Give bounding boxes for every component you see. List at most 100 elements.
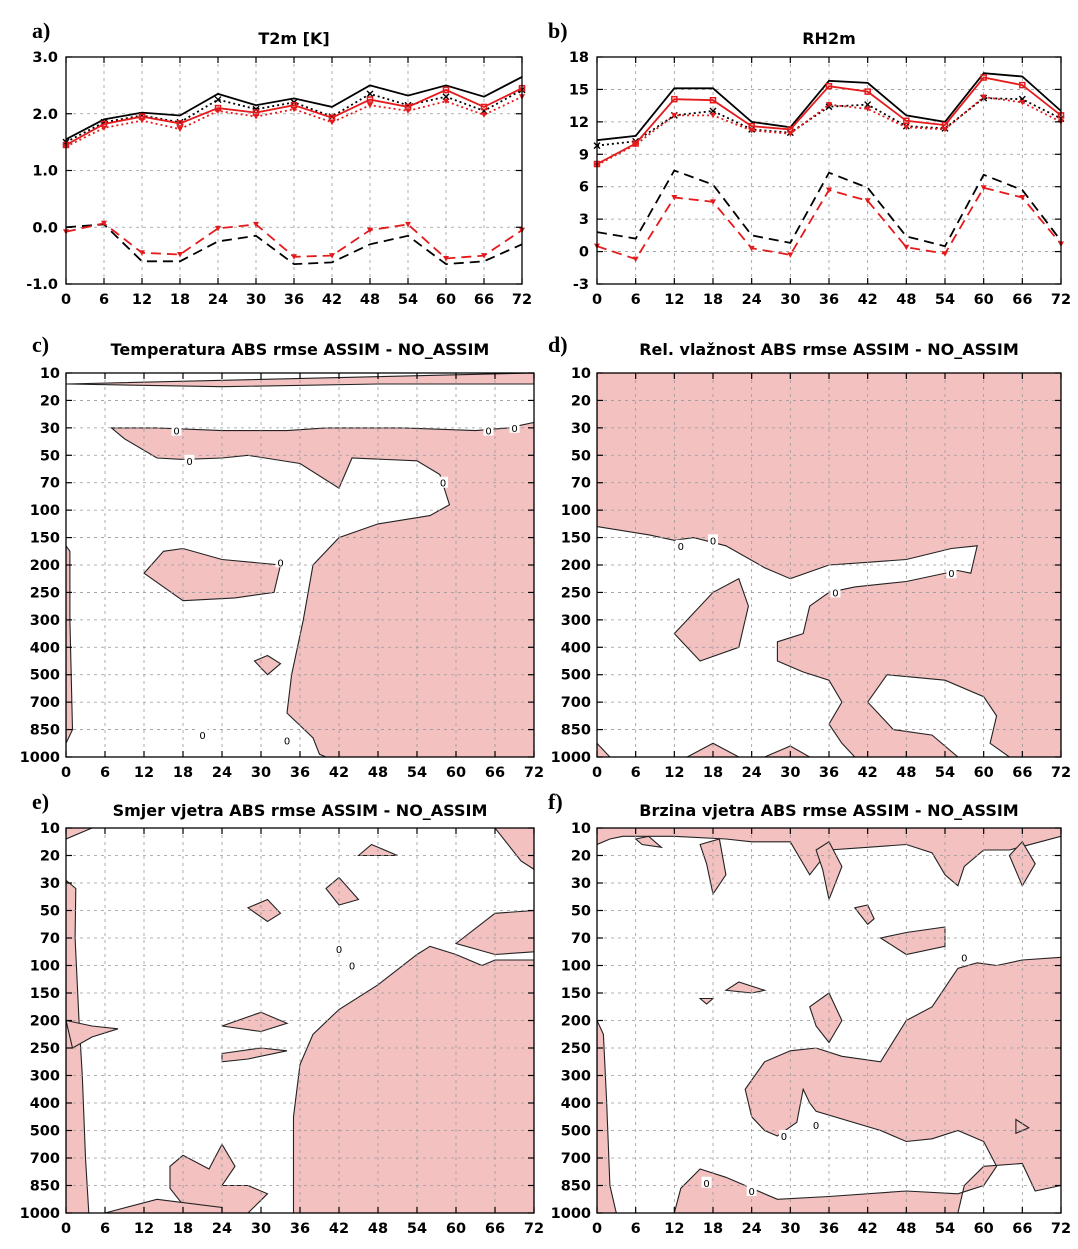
series-line	[65, 87, 523, 146]
contour-label: 0	[485, 427, 491, 438]
x-tick-label: 60	[436, 292, 456, 308]
panel-a: a) T2m [K] 0 6 12 18 24 30 36 42 48 54 60 66 72 3.0 2.0 1…	[26, 18, 532, 308]
panel-title: Temperatura ABS rmse ASSIM - NO_ASSIM	[111, 340, 490, 359]
contour-label-bg	[282, 734, 292, 746]
y-tick-label: 10	[571, 821, 591, 837]
data-point	[366, 90, 374, 98]
positive-regions	[66, 828, 534, 1213]
x-tick-label: 66	[485, 1221, 505, 1237]
contour-label-bg	[483, 424, 494, 436]
y-tick-label: 20	[571, 393, 591, 409]
contour-label: 0	[961, 953, 967, 964]
x-axis: 0 6 12 18 24 30 36 42 48 54 60 66 72	[61, 828, 544, 1237]
x-tick-label: 30	[780, 292, 800, 308]
positive-region	[454, 909, 534, 956]
data-point	[177, 251, 183, 258]
positive-region	[724, 981, 767, 994]
positive-region	[66, 544, 74, 757]
y-tick-label: 12	[569, 115, 589, 131]
x-tick-label: 18	[173, 765, 193, 781]
x-tick-label: 12	[134, 765, 154, 781]
contour-label: 0	[336, 945, 342, 956]
data-point	[980, 94, 987, 100]
contour-label: 0	[710, 536, 716, 547]
x-tick-label: 0	[592, 1221, 602, 1237]
positive-region	[66, 879, 90, 1213]
x-tick-label: 0	[61, 292, 71, 308]
y-tick-label: 2.0	[32, 107, 58, 123]
contour-label-bg	[778, 1130, 789, 1141]
x-tick-label: 24	[742, 765, 762, 781]
data-point	[405, 108, 411, 114]
positive-region	[879, 926, 946, 956]
x-tick-label: 18	[703, 1221, 723, 1237]
positive-region	[686, 742, 740, 757]
x-tick-label: 36	[819, 765, 839, 781]
x-tick-label: 30	[251, 1221, 271, 1237]
x-tick-label: 54	[398, 292, 418, 308]
data-point	[671, 112, 678, 119]
contour-label-bg	[438, 476, 448, 488]
y-tick-label: 200	[30, 1014, 60, 1030]
contour-label: 0	[511, 424, 517, 435]
x-tick-label: 36	[819, 292, 839, 308]
y-tick-label: 20	[40, 849, 60, 865]
y-tick-label: 400	[561, 1096, 591, 1112]
contour-label: 0	[199, 731, 205, 742]
contour-label-bg	[184, 454, 195, 466]
data-point	[787, 252, 794, 258]
data-point	[748, 128, 755, 134]
x-tick-label: 36	[819, 1221, 839, 1237]
x-tick-label: 54	[935, 1221, 955, 1237]
x-tick-label: 30	[780, 765, 800, 781]
positive-region	[809, 992, 843, 1044]
contour-label-bg	[197, 729, 208, 741]
panel-label: b)	[548, 18, 568, 43]
y-tick-label: 700	[561, 695, 591, 711]
y-tick-label: 150	[561, 531, 591, 547]
series-line	[596, 72, 1062, 142]
y-tick-label: 1000	[551, 1206, 591, 1222]
x-tick-label: 60	[974, 1221, 994, 1237]
y-tick-label: 150	[30, 986, 60, 1002]
data-point	[632, 256, 639, 263]
x-tick-label: 72	[1051, 1221, 1071, 1237]
positive-region	[764, 745, 811, 757]
y-tick-label: 20	[571, 849, 591, 865]
y-tick-label: 400	[561, 640, 591, 656]
positive-region	[853, 904, 875, 926]
x-tick-label: 0	[61, 1221, 71, 1237]
x-tick-label: 12	[664, 1221, 684, 1237]
data-point	[139, 118, 145, 124]
data-point	[710, 112, 716, 119]
y-tick-label: 15	[569, 82, 589, 98]
data-point	[366, 96, 374, 103]
x-tick-label: 72	[1051, 765, 1071, 781]
y-tick-label: 10	[40, 821, 60, 837]
y-tick-label: 850	[561, 723, 591, 739]
panel-label: c)	[32, 332, 49, 357]
positive-region	[597, 1020, 617, 1213]
data-point	[903, 117, 910, 125]
x-tick-label: 24	[212, 1221, 232, 1237]
y-tick-label: 30	[571, 421, 591, 437]
y-tick-label: 850	[30, 1179, 60, 1195]
contour-label: 0	[186, 457, 192, 468]
contour-label-bg	[171, 424, 182, 436]
data-point	[671, 195, 678, 201]
contour-label-bg	[959, 951, 970, 963]
data-point	[101, 125, 107, 131]
y-axis: 10 20 30 50 70 100 150 200 250 300 400 500 700 850 100…	[551, 821, 1061, 1222]
series-line	[65, 223, 523, 266]
x-tick-label: 12	[664, 765, 684, 781]
y-tick-label: 500	[30, 668, 60, 684]
contour-label: 0	[748, 1187, 754, 1198]
y-tick-label: 70	[571, 476, 591, 492]
data-point	[942, 251, 948, 257]
y-tick-label: 3.0	[32, 50, 58, 66]
positive-region	[66, 1019, 119, 1049]
contour-label-bg	[701, 1176, 712, 1188]
y-tick-label: 70	[40, 476, 60, 492]
data-point	[177, 126, 183, 133]
